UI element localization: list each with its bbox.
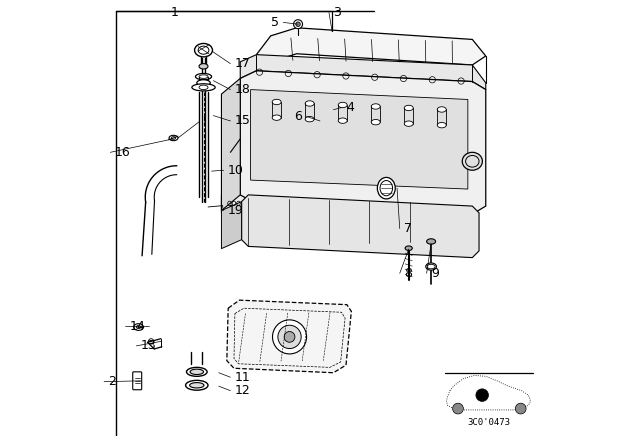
Text: 13: 13 <box>141 339 157 353</box>
Ellipse shape <box>199 64 208 69</box>
Ellipse shape <box>371 104 380 109</box>
Text: 12: 12 <box>235 384 251 397</box>
Circle shape <box>452 403 463 414</box>
Text: 8: 8 <box>404 267 412 280</box>
Polygon shape <box>446 375 531 410</box>
Ellipse shape <box>462 152 483 170</box>
Circle shape <box>294 20 303 29</box>
Text: 11: 11 <box>235 370 251 384</box>
Ellipse shape <box>378 177 396 199</box>
Text: 3C0'0473: 3C0'0473 <box>468 418 511 426</box>
Circle shape <box>273 320 307 354</box>
Text: 10: 10 <box>228 164 244 177</box>
Ellipse shape <box>426 263 436 270</box>
Text: 7: 7 <box>404 222 412 235</box>
Ellipse shape <box>338 102 347 108</box>
Ellipse shape <box>197 80 210 86</box>
Polygon shape <box>227 300 351 373</box>
Ellipse shape <box>186 380 208 390</box>
Text: 4: 4 <box>346 101 354 114</box>
Polygon shape <box>242 195 479 258</box>
Circle shape <box>296 22 300 26</box>
Text: 16: 16 <box>115 146 131 159</box>
FancyBboxPatch shape <box>221 194 246 214</box>
Polygon shape <box>221 202 242 249</box>
Ellipse shape <box>338 118 347 123</box>
Text: 3: 3 <box>333 6 341 19</box>
Polygon shape <box>240 55 486 90</box>
Circle shape <box>278 325 301 349</box>
Ellipse shape <box>427 239 436 244</box>
Polygon shape <box>221 78 240 211</box>
Text: 2: 2 <box>109 375 116 388</box>
Text: 9: 9 <box>431 267 439 280</box>
Polygon shape <box>251 90 468 189</box>
Ellipse shape <box>190 369 204 375</box>
Ellipse shape <box>192 84 215 91</box>
Ellipse shape <box>437 107 446 112</box>
Text: 15: 15 <box>235 114 251 128</box>
Text: 6: 6 <box>294 110 302 123</box>
Text: 5: 5 <box>271 16 279 29</box>
Ellipse shape <box>272 99 281 105</box>
Circle shape <box>284 332 295 342</box>
Polygon shape <box>240 71 486 214</box>
Ellipse shape <box>195 73 212 80</box>
Ellipse shape <box>371 120 380 125</box>
Ellipse shape <box>134 323 143 331</box>
Ellipse shape <box>305 101 314 106</box>
Ellipse shape <box>305 116 314 122</box>
Ellipse shape <box>405 246 412 250</box>
Ellipse shape <box>404 105 413 111</box>
Ellipse shape <box>189 383 204 388</box>
Text: 1: 1 <box>170 6 179 19</box>
Ellipse shape <box>404 121 413 126</box>
Ellipse shape <box>437 122 446 128</box>
Circle shape <box>476 389 488 401</box>
Ellipse shape <box>195 43 212 57</box>
Ellipse shape <box>169 135 178 141</box>
Text: 19: 19 <box>228 204 244 217</box>
Ellipse shape <box>272 115 281 121</box>
Ellipse shape <box>186 367 207 376</box>
Polygon shape <box>257 28 486 65</box>
Text: 17: 17 <box>235 57 251 70</box>
FancyBboxPatch shape <box>132 372 141 390</box>
Text: 14: 14 <box>130 319 145 333</box>
Circle shape <box>515 403 526 414</box>
Text: 18: 18 <box>235 83 251 96</box>
